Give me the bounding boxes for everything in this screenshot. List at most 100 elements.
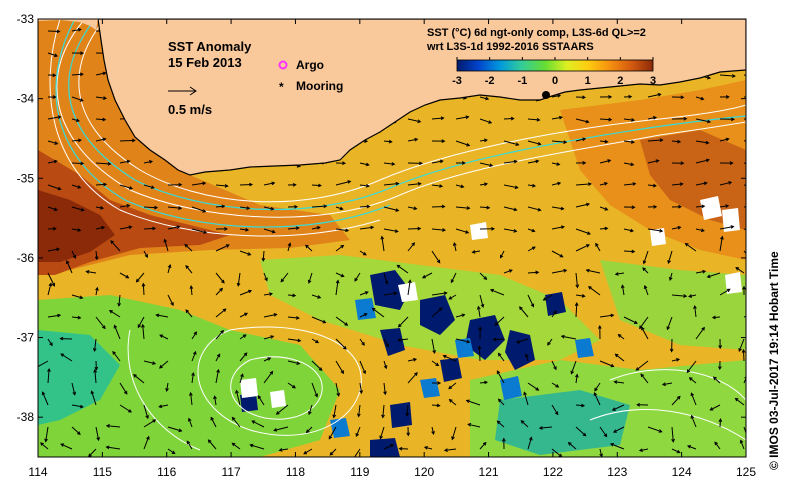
current-vector-head	[553, 366, 557, 371]
current-vector-head	[587, 286, 592, 290]
current-vector	[695, 140, 709, 144]
current-vector-head	[657, 92, 662, 97]
current-vector	[688, 294, 697, 297]
current-vector	[166, 382, 169, 392]
current-vector	[642, 267, 649, 274]
lat-tick-label: -35	[17, 171, 35, 185]
current-vector-head	[107, 161, 112, 166]
current-vector	[498, 353, 505, 362]
current-vector	[47, 160, 57, 164]
current-vector	[431, 160, 443, 164]
current-vector-head	[595, 242, 599, 247]
current-vector-head	[531, 228, 536, 233]
current-vector	[359, 205, 370, 208]
current-vector-head	[680, 161, 685, 166]
current-vector	[287, 382, 296, 389]
current-vector-head	[363, 313, 368, 317]
current-vector	[47, 338, 53, 346]
current-vector-head	[513, 207, 518, 212]
current-vector	[743, 162, 746, 164]
current-vector-head	[270, 206, 275, 211]
current-vector	[407, 358, 417, 362]
current-vector	[599, 314, 614, 318]
current-vector	[215, 308, 227, 318]
current-vector-head	[271, 229, 276, 234]
current-vector-head	[749, 163, 752, 166]
current-vector-head	[102, 71, 107, 76]
current-vector-head	[607, 159, 612, 163]
current-vector-head	[436, 403, 441, 408]
current-vector-head	[669, 348, 674, 353]
current-vector-head	[556, 162, 561, 166]
current-vector	[47, 206, 58, 211]
current-vector	[215, 205, 225, 208]
current-vector-head	[305, 429, 310, 434]
current-vector	[71, 162, 84, 164]
current-vector	[398, 338, 409, 341]
current-vector-head	[705, 158, 710, 163]
current-vector	[479, 96, 489, 100]
green-anomaly-southwest	[38, 295, 340, 457]
current-vector-head	[419, 161, 423, 166]
current-vector-head	[317, 295, 322, 299]
current-vector	[86, 271, 97, 274]
current-vector	[551, 140, 567, 143]
current-vector-head	[585, 244, 590, 248]
current-vector-head	[640, 373, 645, 378]
current-vector	[527, 184, 536, 187]
current-vector-head	[247, 252, 252, 256]
current-vector	[66, 260, 73, 274]
current-vector	[262, 250, 265, 261]
current-vector-head	[448, 398, 453, 403]
current-vector	[71, 139, 81, 142]
current-vector-head	[471, 250, 476, 254]
current-vector	[647, 228, 663, 232]
current-vector-head	[582, 95, 587, 100]
current-vector-head	[701, 204, 706, 209]
current-vector	[354, 272, 361, 282]
current-vector-head	[653, 204, 658, 209]
current-vector-head	[152, 226, 157, 231]
current-vector	[308, 404, 313, 415]
current-vector	[382, 404, 385, 418]
current-vector-head	[245, 227, 250, 232]
current-vector	[279, 448, 289, 451]
current-vector	[383, 272, 388, 284]
current-vector-head	[610, 363, 615, 368]
current-vector-head	[220, 329, 225, 334]
current-vector	[743, 349, 745, 362]
current-vector	[38, 360, 49, 368]
current-vector	[381, 236, 385, 252]
current-vector	[71, 404, 83, 408]
current-vector-head	[630, 162, 635, 167]
current-vector-head	[352, 458, 355, 461]
current-vector	[479, 139, 487, 142]
current-vector	[477, 306, 481, 318]
current-vector	[263, 206, 274, 210]
current-vector-head	[706, 274, 711, 279]
current-vector	[214, 396, 217, 406]
current-vector-head	[560, 206, 565, 211]
current-vector	[379, 426, 385, 439]
current-vector	[215, 330, 224, 340]
current-vector	[455, 140, 470, 146]
current-vector	[647, 160, 659, 164]
current-vector-head	[677, 139, 682, 144]
current-vector-head	[406, 432, 411, 437]
current-vector-head	[437, 381, 442, 385]
current-vector	[615, 353, 625, 362]
current-vector-head	[59, 336, 64, 341]
current-vector-head	[395, 181, 400, 186]
current-vector	[613, 426, 625, 433]
current-vector	[119, 160, 130, 164]
current-vector	[95, 72, 106, 76]
current-vector	[358, 404, 361, 417]
current-vector-head	[131, 138, 136, 143]
lat-tick-label: -33	[17, 12, 35, 26]
current-vector-head	[354, 277, 358, 282]
current-vector	[575, 294, 585, 297]
current-vector-head	[231, 416, 236, 421]
colorbar-tick-label: -3	[452, 75, 462, 87]
current-vector	[335, 206, 343, 210]
current-vector	[335, 338, 347, 350]
